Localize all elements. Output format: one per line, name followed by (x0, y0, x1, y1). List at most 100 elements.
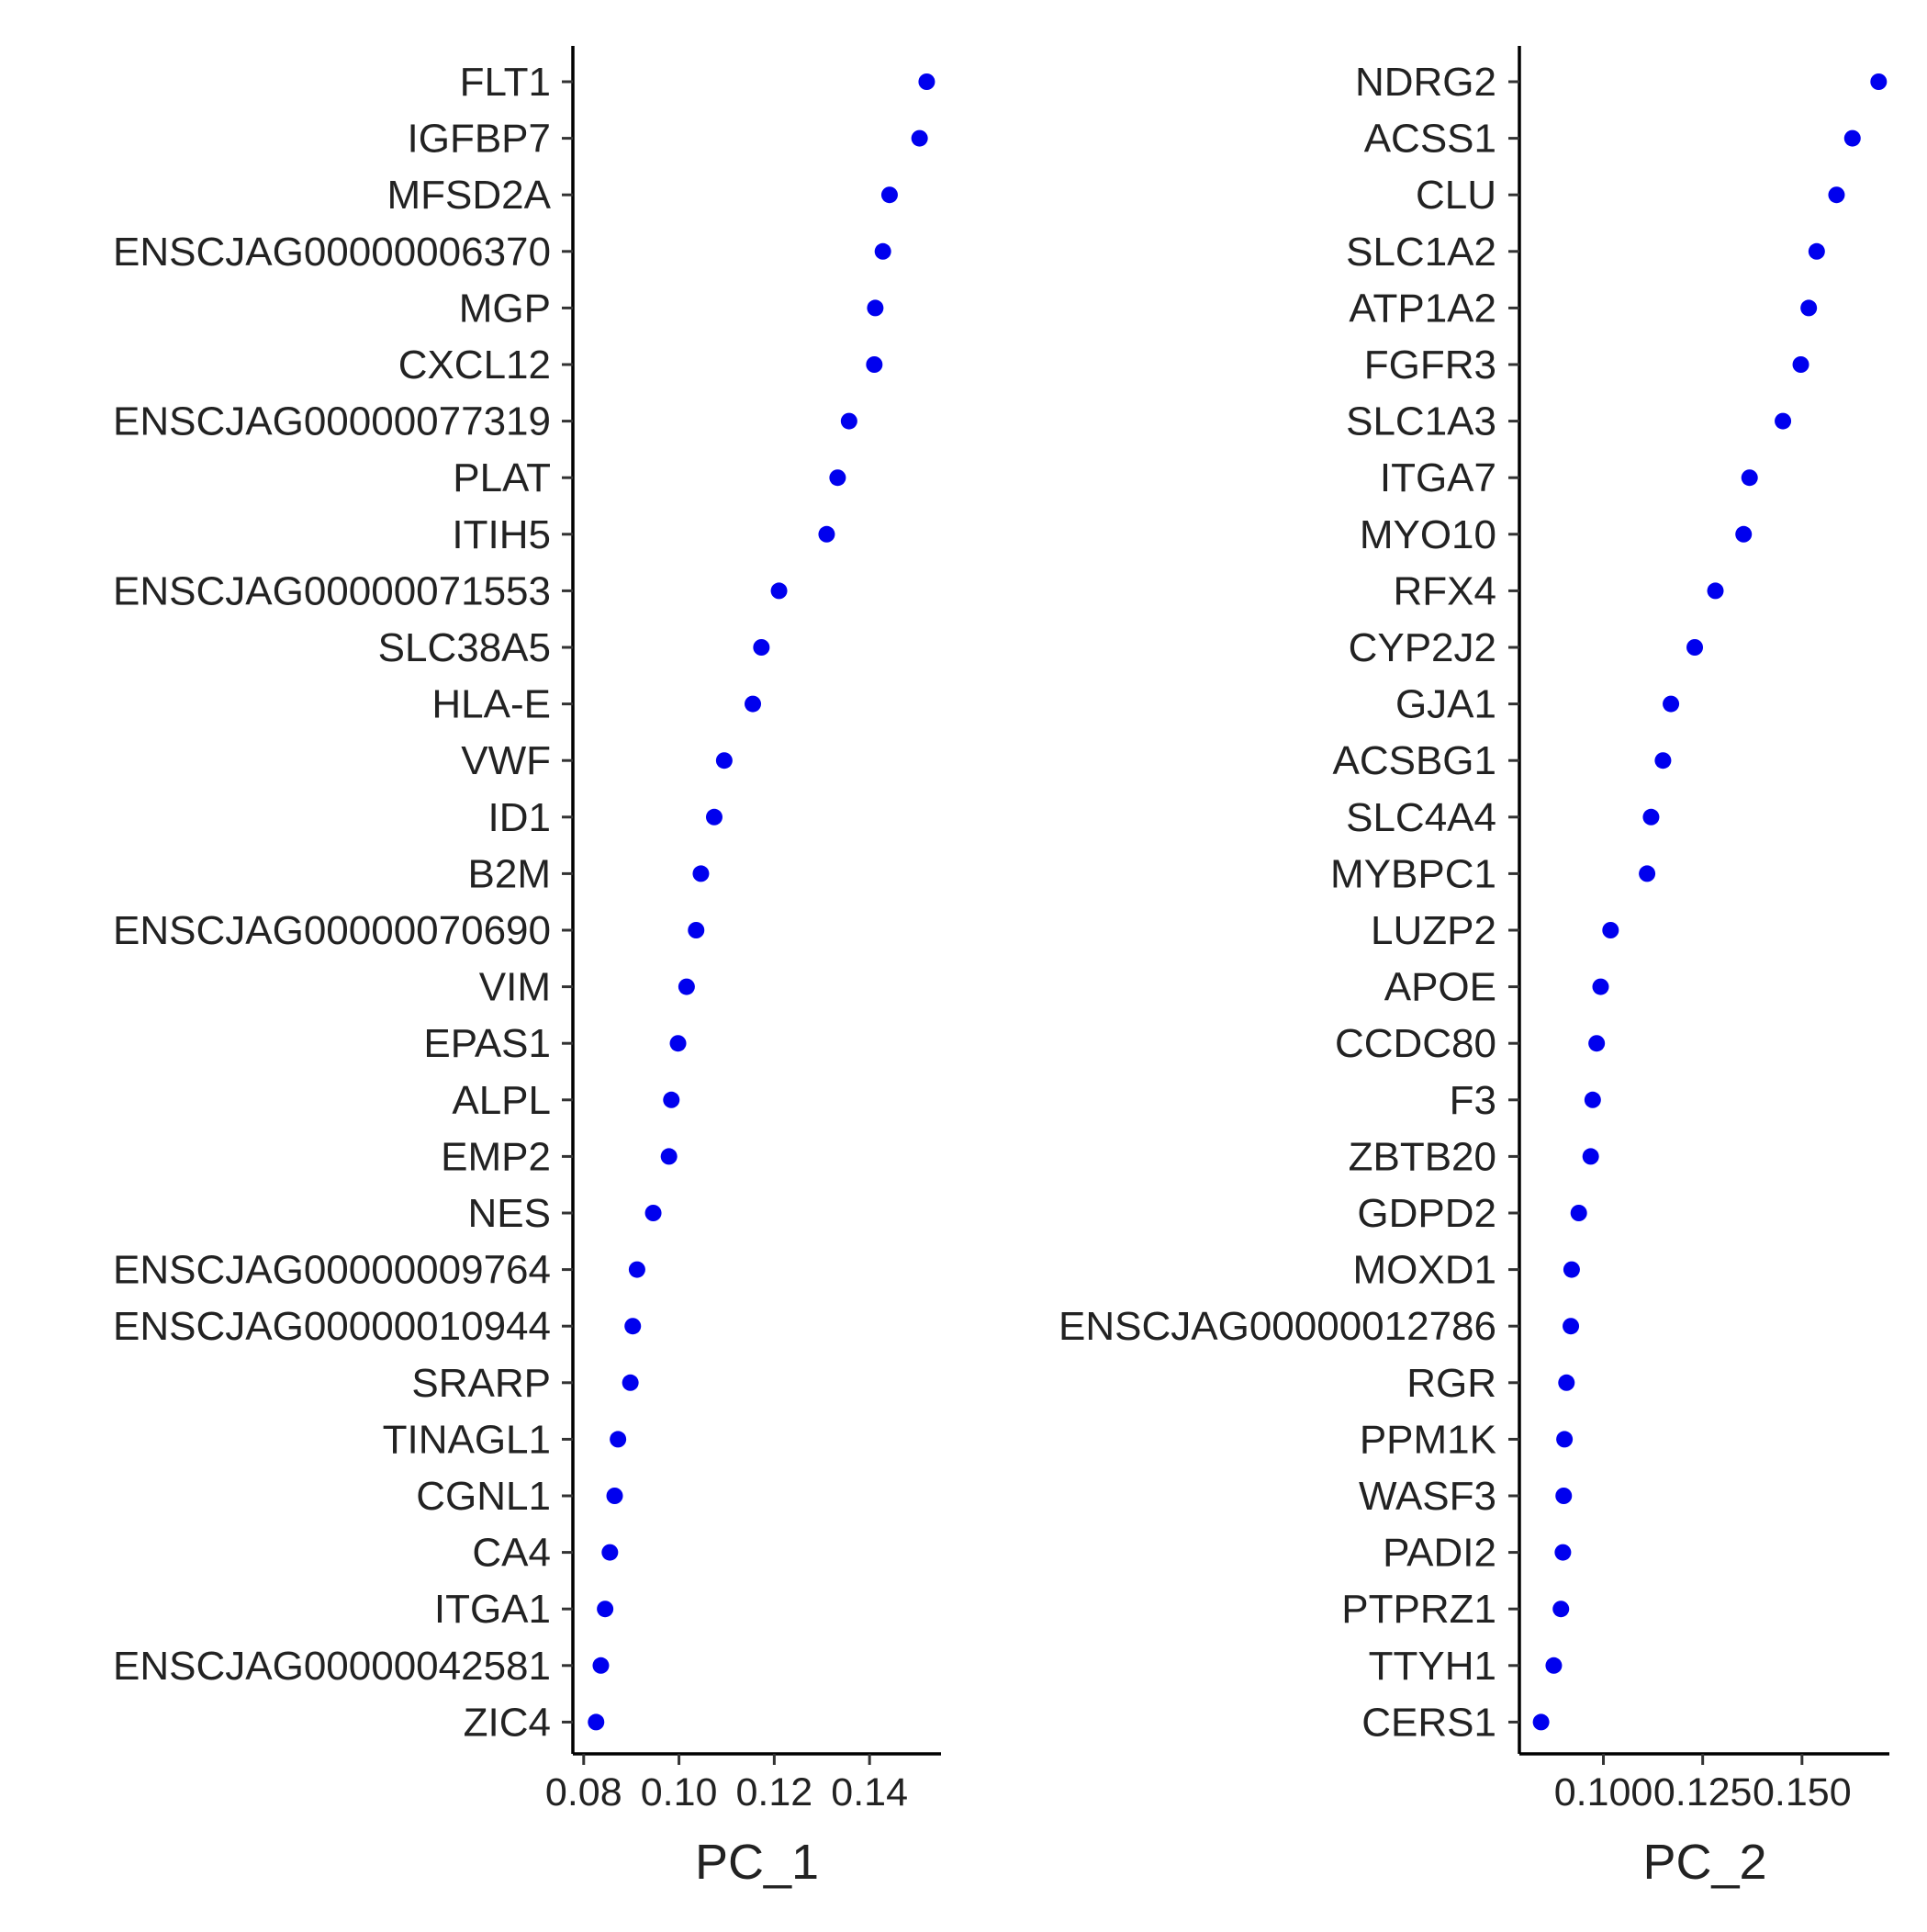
data-point (597, 1601, 614, 1618)
data-point (688, 922, 705, 938)
data-point (628, 1261, 645, 1278)
y-tick-label: ITGA1 (434, 1587, 551, 1632)
y-tick-label: ITGA7 (1380, 455, 1496, 500)
data-point (829, 469, 846, 487)
data-point (715, 752, 733, 769)
data-point (1828, 186, 1845, 204)
data-point (911, 129, 928, 147)
y-tick-label: ENSCJAG00000006370 (113, 230, 551, 275)
y-tick-label: ZIC4 (464, 1700, 551, 1745)
y-tick-label: ENSCJAG00000071553 (113, 568, 551, 613)
data-point (880, 186, 898, 204)
data-point (678, 978, 695, 995)
data-point (1558, 1374, 1575, 1391)
data-point (753, 639, 770, 656)
y-tick-label: VIM (479, 965, 551, 1010)
data-point (1741, 469, 1758, 487)
data-point (867, 299, 884, 317)
y-tick-label: ENSCJAG00000012786 (1059, 1304, 1496, 1349)
y-tick-label: WASF3 (1359, 1474, 1496, 1519)
pc1-panel: FLT1 IGFBP7 MFSD2A ENSCJAG00000006370 MGP CXC… (113, 46, 941, 1890)
data-point (1554, 1544, 1572, 1561)
data-point (1775, 412, 1792, 430)
data-point (1570, 1205, 1587, 1221)
y-tick-label: CGNL1 (416, 1474, 551, 1519)
data-point (1843, 129, 1861, 147)
y-tick-label: SLC4A4 (1346, 795, 1496, 840)
data-point (1555, 1488, 1573, 1504)
data-point (610, 1431, 627, 1448)
data-point (770, 582, 788, 600)
y-tick-label: EMP2 (441, 1134, 551, 1179)
data-point (1584, 1091, 1601, 1108)
data-point (669, 1035, 687, 1052)
y-tick-label: ITIH5 (452, 512, 551, 557)
data-point (1800, 299, 1818, 317)
y-tick-label: RFX4 (1394, 568, 1496, 613)
data-point (1654, 752, 1672, 769)
y-tick-label: MYBPC1 (1330, 851, 1496, 896)
y-tick-label: FLT1 (460, 60, 551, 105)
pc2-panel: NDRG2 ACSS1 CLU SLC1A2 ATP1A2 FGFR3 SLC1A3 ITGA… (1059, 46, 1889, 1890)
y-tick-label: ZBTB20 (1349, 1134, 1496, 1179)
y-tick-label: PTPRZ1 (1341, 1587, 1496, 1632)
y-tick-label: MGP (459, 286, 551, 331)
x-tick-label: 0.10 (641, 1770, 718, 1814)
y-tick-label: CLU (1416, 173, 1496, 218)
data-point (1556, 1431, 1574, 1448)
data-point (1532, 1713, 1550, 1731)
data-point (866, 356, 883, 373)
y-tick-label: HLA-E (431, 682, 551, 727)
data-point (1588, 1035, 1606, 1052)
y-tick-label: PADI2 (1383, 1531, 1496, 1576)
data-point (1735, 525, 1753, 543)
y-tick-label: ENSCJAG00000042581 (113, 1644, 551, 1689)
x-tick-label: 0.150 (1753, 1770, 1852, 1814)
x-tick-label: 0.12 (736, 1770, 813, 1814)
data-point (1552, 1601, 1570, 1618)
data-point (840, 412, 857, 430)
y-tick-label: ENSCJAG00000010944 (113, 1304, 551, 1349)
y-tick-label: RGR (1406, 1361, 1496, 1406)
y-tick-label: GJA1 (1395, 682, 1496, 727)
data-point (1592, 978, 1609, 995)
data-point (1792, 356, 1809, 373)
y-tick-label: GDPD2 (1357, 1191, 1496, 1236)
y-tick-label: ACSS1 (1364, 117, 1496, 162)
y-tick-label: APOE (1384, 965, 1496, 1010)
data-point (1663, 695, 1680, 713)
data-point (660, 1148, 678, 1165)
x-tick-label: 0.125 (1653, 1770, 1753, 1814)
y-tick-label: SLC1A2 (1346, 230, 1496, 275)
y-tick-label: CA4 (472, 1531, 551, 1576)
x-tick-label: 0.100 (1554, 1770, 1653, 1814)
y-tick-label: ENSCJAG00000077319 (113, 399, 551, 444)
data-point (663, 1091, 680, 1108)
x-axis-title: PC_2 (1642, 1835, 1766, 1890)
y-tick-label: IGFBP7 (408, 117, 552, 162)
y-tick-label: SLC38A5 (378, 625, 551, 670)
y-tick-label: F3 (1450, 1078, 1496, 1123)
y-tick-label: ENSCJAG00000009764 (113, 1248, 551, 1293)
y-tick-label: ALPL (452, 1078, 551, 1123)
data-point (692, 865, 710, 882)
y-tick-label: EPAS1 (423, 1021, 551, 1066)
y-tick-label: CYP2J2 (1349, 625, 1496, 670)
y-tick-label: ACSBG1 (1332, 738, 1496, 783)
data-point (705, 808, 723, 826)
y-tick-label: SRARP (411, 1361, 551, 1406)
data-point (601, 1544, 619, 1561)
y-tick-label: MOXD1 (1353, 1248, 1496, 1293)
data-point (1639, 865, 1656, 882)
data-point (1545, 1657, 1563, 1674)
x-tick-label: 0.08 (545, 1770, 622, 1814)
y-tick-label: CCDC80 (1335, 1021, 1496, 1066)
y-tick-label: PPM1K (1360, 1417, 1496, 1462)
data-point (1808, 242, 1825, 260)
y-tick-label: FGFR3 (1364, 343, 1496, 388)
y-tick-label: LUZP2 (1371, 908, 1496, 953)
y-tick-label: SLC1A3 (1346, 399, 1496, 444)
data-point (1686, 639, 1704, 656)
